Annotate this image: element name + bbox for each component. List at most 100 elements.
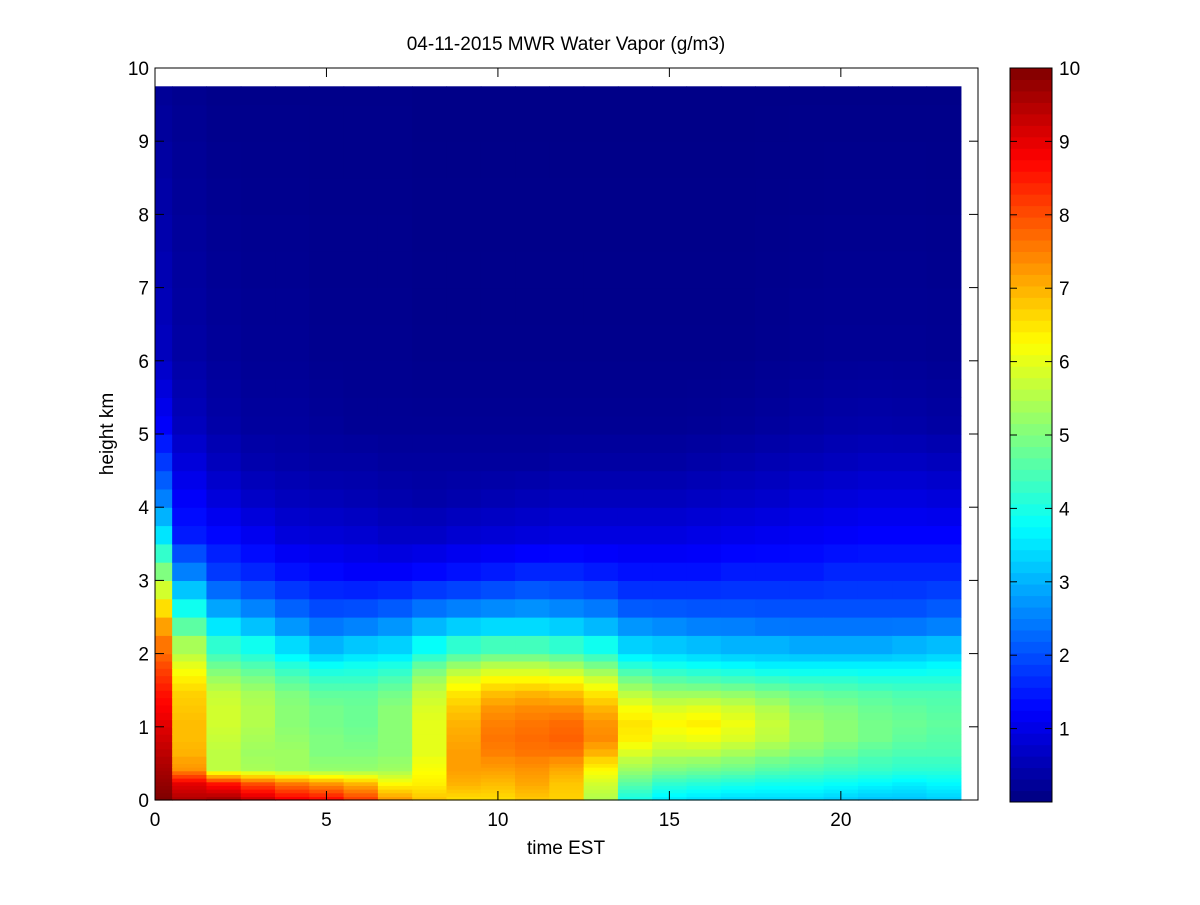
heatmap-cell: [206, 748, 242, 757]
colorbar-segment: [1010, 584, 1052, 597]
heatmap-cell: [412, 617, 448, 636]
heatmap-cell: [892, 778, 928, 783]
heatmap-cell: [240, 415, 276, 435]
heatmap-cell: [652, 251, 688, 289]
heatmap-cell: [412, 789, 448, 794]
heatmap-cell: [275, 785, 310, 790]
heatmap-cell: [446, 415, 482, 435]
colorbar-segment: [1010, 435, 1052, 447]
heatmap-cell: [309, 653, 345, 662]
heatmap-cell: [172, 785, 208, 790]
heatmap-cell: [240, 734, 276, 743]
heatmap-cell: [652, 635, 688, 655]
heatmap-cell: [617, 675, 653, 684]
heatmap-cell: [755, 287, 790, 325]
heatmap-cell: [206, 397, 242, 417]
heatmap-cell: [172, 668, 208, 677]
heatmap-cell: [480, 324, 516, 362]
colorbar-segment: [1010, 756, 1052, 769]
heatmap-cell: [309, 660, 345, 669]
heatmap-cell: [412, 704, 448, 713]
heatmap-cell: [155, 543, 173, 563]
heatmap-cell: [515, 796, 550, 801]
heatmap-cell: [515, 697, 550, 706]
heatmap-cell: [892, 704, 928, 713]
heatmap-cell: [206, 617, 242, 636]
heatmap-cell: [823, 86, 859, 106]
heatmap-cell: [857, 86, 893, 106]
heatmap-cell: [755, 682, 790, 691]
heatmap-cell: [240, 789, 276, 794]
heatmap-cell: [549, 562, 585, 581]
heatmap-cell: [755, 141, 790, 179]
heatmap-cell: [686, 598, 722, 618]
heatmap-cell: [446, 734, 482, 743]
heatmap-cell: [206, 712, 242, 721]
heatmap-cell: [155, 86, 173, 106]
heatmap-cell: [155, 104, 173, 142]
heatmap-cell: [480, 741, 516, 750]
heatmap-cell: [549, 324, 585, 362]
heatmap-cell: [446, 507, 482, 527]
colorbar-segment: [1010, 675, 1052, 688]
heatmap-cell: [309, 781, 345, 786]
heatmap-cell: [275, 543, 310, 563]
heatmap-cell: [926, 653, 962, 662]
heatmap-cell: [720, 697, 756, 706]
heatmap-cell: [686, 767, 722, 772]
heatmap-cell: [755, 177, 790, 215]
heatmap-cell: [377, 653, 413, 662]
heatmap-cell: [652, 104, 688, 142]
heatmap-cell: [652, 580, 688, 600]
heatmap-cell: [480, 748, 516, 757]
heatmap-cell: [617, 397, 653, 417]
heatmap-cell: [343, 397, 379, 417]
heatmap-cell: [652, 360, 688, 380]
heatmap-cell: [617, 796, 653, 801]
heatmap-cell: [240, 379, 276, 398]
heatmap-cell: [549, 675, 585, 684]
heatmap-cell: [857, 653, 893, 662]
heatmap-cell: [515, 507, 550, 527]
heatmap-cell: [172, 682, 208, 691]
heatmap-cell: [892, 682, 928, 691]
heatmap-cell: [377, 781, 413, 786]
heatmap-cell: [515, 763, 550, 768]
heatmap-cell: [480, 675, 516, 684]
colorbar-segment: [1010, 90, 1052, 103]
colorbar-segment: [1010, 125, 1052, 138]
heatmap-cell: [857, 488, 893, 508]
heatmap-cell: [240, 525, 276, 545]
heatmap-cell: [446, 580, 482, 600]
heatmap-cell: [206, 792, 242, 797]
heatmap-cell: [652, 690, 688, 699]
x-tick-label: 10: [487, 810, 508, 831]
heatmap-cell: [377, 470, 413, 490]
colorbar-segment: [1010, 159, 1052, 172]
heatmap-cell: [155, 675, 173, 684]
colorbar-segment: [1010, 492, 1052, 505]
heatmap-cell: [155, 668, 173, 677]
y-tick-label: 5: [138, 425, 149, 446]
heatmap-cell: [343, 704, 379, 713]
heatmap-cell: [480, 734, 516, 743]
heatmap-cell: [155, 697, 173, 706]
heatmap-cell: [172, 562, 208, 581]
heatmap-cell: [926, 781, 962, 786]
heatmap-cell: [309, 774, 345, 779]
heatmap-cell: [343, 774, 379, 779]
colorbar-segment: [1010, 217, 1052, 230]
heatmap-cell: [720, 781, 756, 786]
heatmap-cell: [652, 781, 688, 786]
heatmap-cell: [412, 660, 448, 669]
heatmap-cell: [240, 767, 276, 772]
heatmap-cell: [377, 324, 413, 362]
heatmap-cell: [857, 792, 893, 797]
heatmap-cell: [549, 86, 585, 106]
heatmap-cell: [720, 86, 756, 106]
heatmap-cell: [480, 214, 516, 252]
heatmap-cell: [275, 660, 310, 669]
heatmap-cell: [823, 598, 859, 618]
heatmap-cell: [309, 104, 345, 142]
heatmap-cell: [172, 660, 208, 669]
